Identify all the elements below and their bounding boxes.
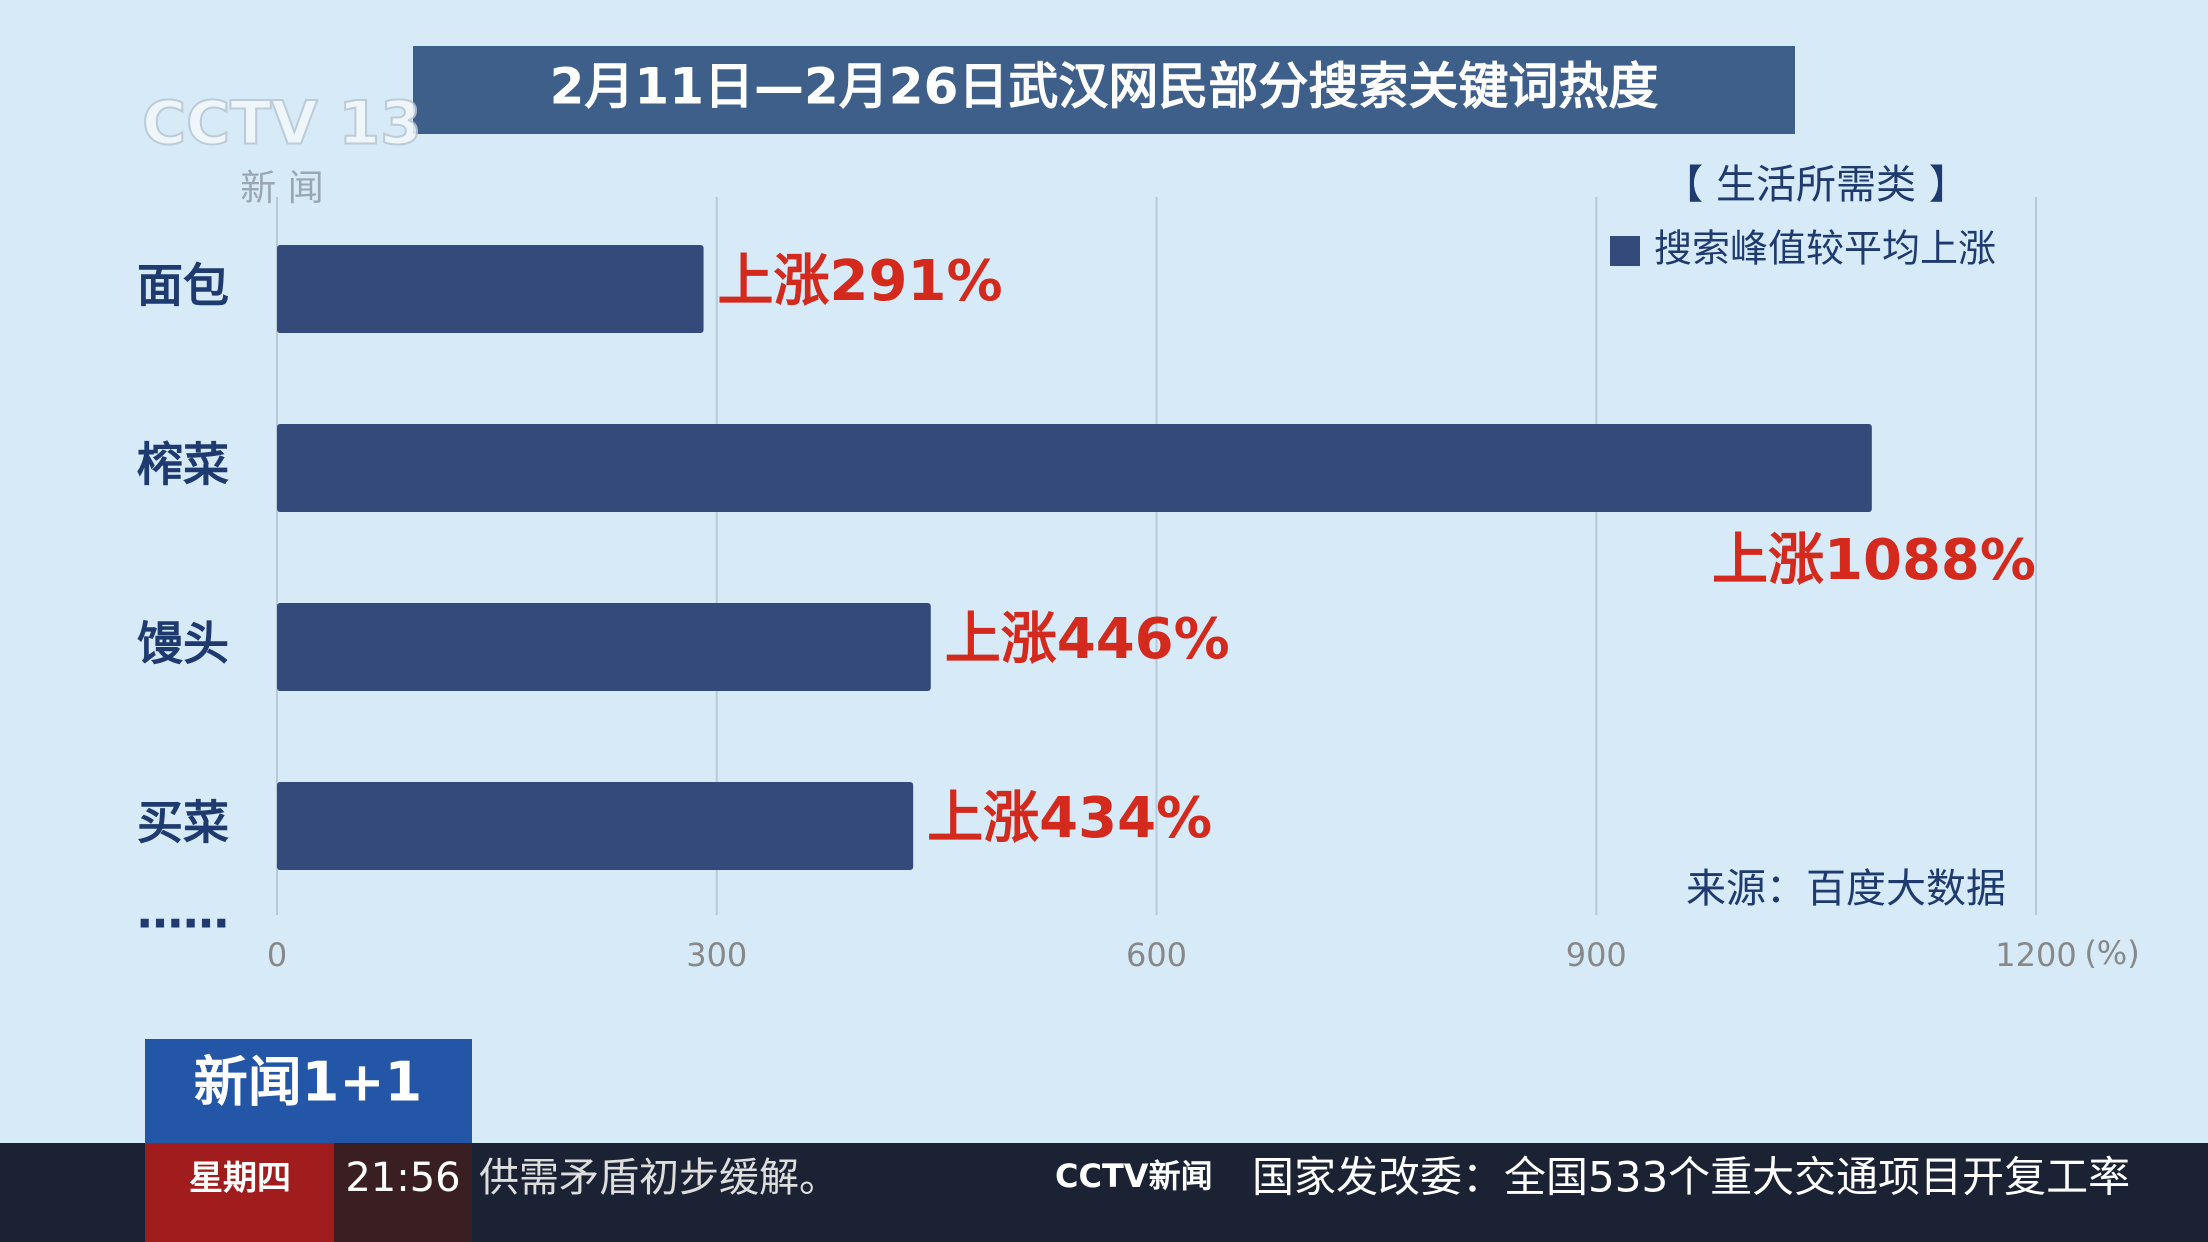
source: 来源：百度大数据 bbox=[1686, 866, 2006, 912]
legend-swatch bbox=[1610, 236, 1640, 266]
y-tick-label: 买菜 bbox=[137, 796, 229, 850]
value-label: 上涨1088% bbox=[1712, 528, 2036, 593]
legend-label: 搜索峰值较平均上涨 bbox=[1654, 227, 1996, 271]
title-banner bbox=[413, 46, 1795, 134]
channel: 新 闻 bbox=[240, 168, 323, 209]
program-box bbox=[145, 1039, 472, 1143]
ticker-logo: CCTV新闻 bbox=[1055, 1157, 1213, 1195]
chart-subtitle: 【 生活所需类 】 bbox=[1663, 162, 1968, 208]
x-tick-label: 600 bbox=[1126, 936, 1187, 974]
y-tick-label: 榨菜 bbox=[137, 438, 229, 492]
ticker-text: 国家发改委：全国533个重大交通项目开复工率 bbox=[1252, 1153, 2130, 1202]
time-box bbox=[334, 1143, 472, 1242]
ticker: 供需矛盾初步缓解。 CCTV新闻 国家发改委：全国533个重大交通项目开复工率 bbox=[479, 1153, 2130, 1202]
bar bbox=[277, 424, 1872, 512]
x-tick-label: 0 bbox=[267, 936, 287, 974]
value-label: 上涨434% bbox=[927, 786, 1212, 851]
value-label: 上涨291% bbox=[718, 249, 1003, 314]
weekday-box bbox=[145, 1143, 334, 1242]
x-tick-label: 1200 bbox=[1995, 936, 2076, 974]
y-tick-label: 面包 bbox=[137, 259, 229, 313]
y-tick-label: 馒头 bbox=[137, 617, 229, 671]
weekday: 星期四 bbox=[189, 1159, 291, 1199]
x-axis-unit: (%) bbox=[2084, 934, 2139, 972]
y-tick-label: …… bbox=[137, 885, 229, 939]
x-tick-label: 300 bbox=[686, 936, 747, 974]
time: 21:56 bbox=[345, 1155, 460, 1201]
bar bbox=[277, 603, 931, 691]
ticker-text: 供需矛盾初步缓解。 bbox=[479, 1155, 839, 1201]
chart-title: 2月11日—2月26日武汉网民部分搜索关键词热度 bbox=[550, 58, 1659, 116]
x-tick-label: 900 bbox=[1566, 936, 1627, 974]
logo: CCTV 13 bbox=[142, 89, 422, 159]
bar bbox=[277, 245, 704, 333]
program: 新闻1+1 bbox=[194, 1051, 422, 1114]
value-label: 上涨446% bbox=[945, 607, 1230, 672]
bar bbox=[277, 782, 914, 870]
